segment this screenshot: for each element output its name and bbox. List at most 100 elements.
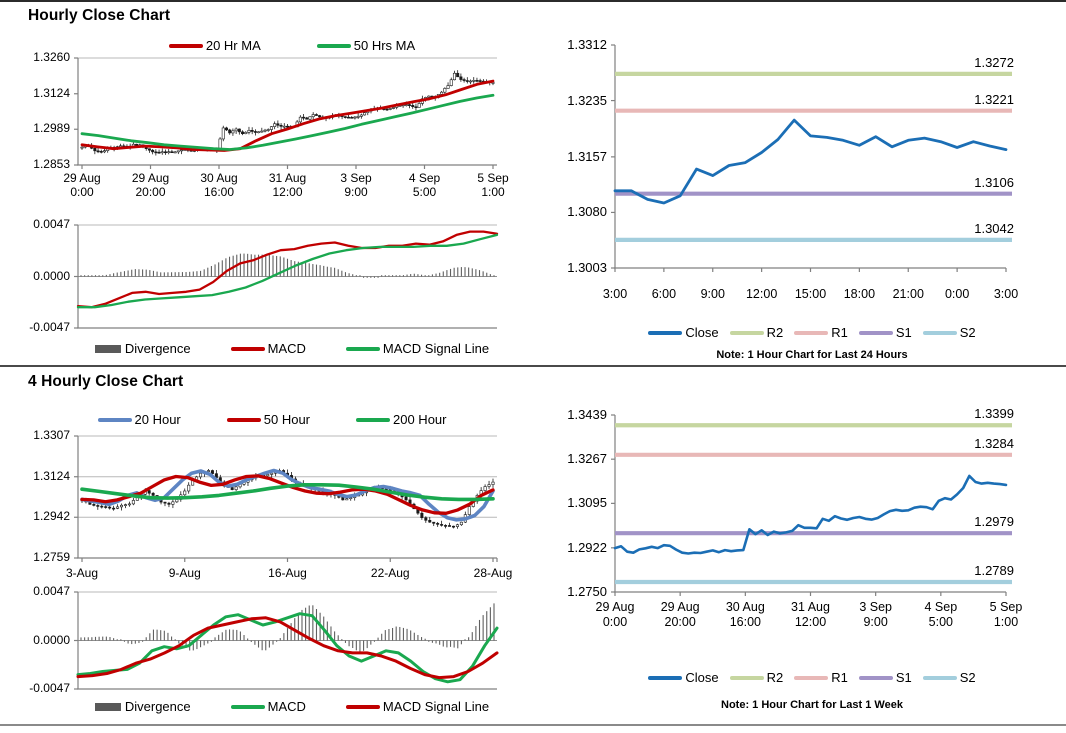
candle-body: [167, 502, 171, 505]
candle-body: [257, 131, 261, 134]
candle-body: [224, 127, 228, 131]
four-hourly-macd-legend: Divergence MACD MACD Signal Line: [32, 699, 552, 714]
legend-label: Close: [685, 670, 719, 685]
candle-body: [147, 148, 151, 151]
candle-body: [163, 151, 167, 154]
candle-body: [408, 104, 412, 106]
candle-body: [417, 103, 421, 108]
x-tick-label: 15:00: [794, 287, 827, 301]
candle-body: [359, 114, 363, 117]
candle-body: [414, 106, 418, 109]
candle-body: [230, 487, 234, 490]
candle-body: [279, 124, 283, 127]
day-chart-note: Note: 1 Hour Chart for Last 24 Hours: [716, 349, 908, 361]
candle-body: [250, 129, 254, 132]
y-tick-label: 1.2922: [567, 539, 607, 555]
candle-body: [176, 150, 180, 153]
x-tick-label: 5 Sep 1:00: [989, 600, 1023, 629]
candle-body: [160, 151, 164, 154]
four-hourly-macd-plot: [74, 591, 499, 690]
candle-body: [92, 504, 96, 506]
divergence-bars: [80, 253, 495, 278]
legend-line-swatch-icon: [230, 346, 265, 351]
y-tick-label: 1.3267: [567, 451, 607, 467]
x-tick-label: 4 Sep 5:00: [408, 171, 441, 200]
candle-body: [183, 490, 187, 496]
y-tick-label: 1.3439: [567, 407, 607, 422]
legend-label: 50 Hour: [263, 412, 310, 427]
macd-signal-line-line: [76, 616, 499, 680]
candle-body: [385, 108, 389, 111]
candle-body: [444, 525, 448, 527]
candle-body: [411, 105, 415, 108]
candle-body: [305, 117, 309, 120]
pivot-label-r1: 1.3221: [974, 91, 1014, 107]
legend-item-macd: MACD: [230, 699, 306, 714]
legend-label: 50 Hrs MA: [353, 38, 416, 53]
y-tick-label: 1.3080: [567, 204, 607, 220]
candle-body: [221, 127, 225, 140]
y-tick-label: 1.2750: [567, 584, 607, 599]
candle-body: [266, 129, 270, 131]
candle-body: [104, 506, 108, 508]
candle-body: [234, 128, 238, 132]
x-tick-label: 22-Aug: [370, 566, 410, 580]
y-tick-label: -0.0047: [29, 681, 70, 695]
y-tick-label: 1.3095: [567, 495, 607, 511]
pivot-label-r1: 1.3284: [974, 435, 1014, 451]
candle-body: [345, 498, 349, 501]
candle-body: [302, 116, 306, 119]
candle-body: [404, 496, 408, 501]
macd-line: [76, 230, 499, 309]
candle-body: [472, 80, 476, 82]
legend-label: Close: [685, 325, 719, 340]
candle-body: [112, 507, 116, 510]
macd-line: [76, 612, 499, 684]
candle-body: [199, 472, 203, 478]
candle-body: [475, 80, 479, 82]
candle-body: [350, 117, 354, 119]
hourly-macd-plot: [74, 224, 499, 329]
four-hourly-close-legend: 20 Hour 50 Hour 200 Hour: [12, 412, 532, 427]
candle-body: [459, 76, 463, 80]
legend-label: MACD Signal Line: [382, 341, 490, 356]
x-tick-label: 31 Aug 12:00: [268, 171, 307, 200]
candle-body: [241, 131, 245, 135]
50-hrs-ma-line: [80, 93, 495, 151]
x-tick-label: 3-Aug: [65, 566, 99, 580]
legend-label: S2: [959, 325, 976, 340]
candle-body: [467, 506, 471, 515]
candle-body: [273, 123, 277, 127]
candle-body: [432, 521, 436, 524]
candle-body: [456, 72, 460, 78]
candle-body: [247, 129, 251, 133]
legend-item-divergence: Divergence: [94, 341, 191, 356]
legend-line-swatch-icon: [168, 43, 203, 48]
candle-body: [263, 129, 267, 132]
candle-body: [108, 506, 112, 509]
legend-item-r1: R1: [794, 670, 848, 685]
legend-item-s2: S2: [922, 670, 976, 685]
candle-body: [260, 130, 264, 133]
bottom-divider: [0, 724, 1066, 726]
top-divider: [0, 0, 1066, 2]
legend-item-50-hour: 50 Hour: [226, 412, 310, 427]
legend-line-swatch-icon: [345, 704, 380, 709]
candle-body: [231, 130, 235, 134]
legend-item-r2: R2: [729, 325, 783, 340]
y-tick-label: 1.3307: [33, 428, 70, 442]
legend-label: R1: [831, 670, 848, 685]
close-line: [613, 118, 1008, 205]
legend-item-50-hrs-ma: 50 Hrs MA: [316, 38, 416, 53]
candle-body: [131, 500, 135, 505]
four-hourly-close-chart-title: 4 Hourly Close Chart: [28, 373, 184, 390]
y-tick-label: 1.3312: [567, 37, 607, 52]
four-hourly-close-plot: [74, 435, 498, 562]
legend-label: 20 Hr MA: [205, 38, 261, 53]
x-tick-label: 29 Aug 20:00: [131, 171, 170, 200]
y-tick-label: 0.0000: [33, 268, 70, 283]
legend-line-swatch-icon: [729, 675, 764, 680]
candle-body: [440, 91, 444, 95]
week-pivot-plot: [611, 414, 1012, 596]
